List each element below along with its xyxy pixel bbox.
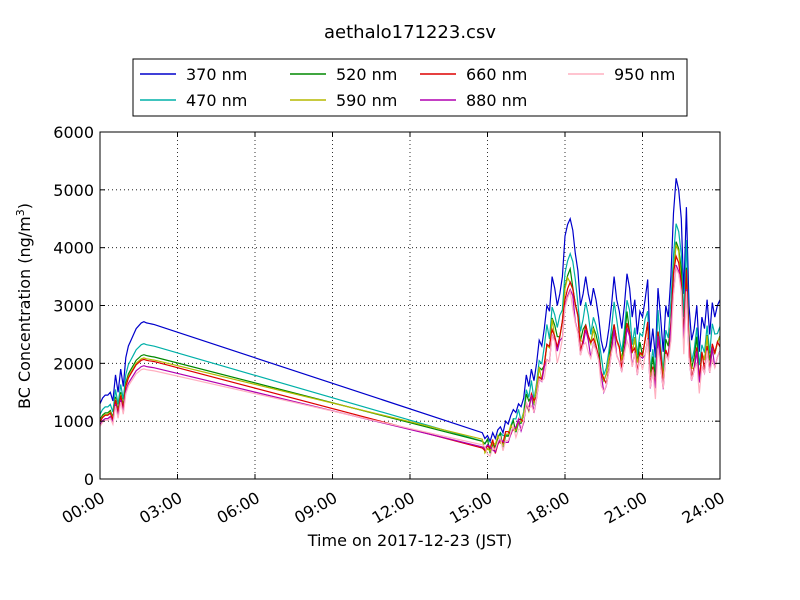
- series-lines: [99, 178, 721, 457]
- chart-title: aethalo171223.csv: [324, 22, 496, 43]
- y-tick-label: 1000: [53, 412, 94, 431]
- x-tick-label: 12:00: [369, 488, 418, 528]
- x-tick-label: 18:00: [524, 488, 573, 528]
- legend-label: 880 nm: [466, 91, 527, 110]
- y-axis-label-end: ): [15, 203, 34, 209]
- y-axis-label-sup: 3: [14, 209, 27, 216]
- series-line: [99, 223, 721, 449]
- legend: 370 nm 470 nm 520 nm 590 nm 660 nm 880 nm 950 …: [132, 58, 688, 117]
- x-tick-label: 15:00: [446, 488, 495, 528]
- series-line: [99, 265, 721, 457]
- grid: [100, 132, 720, 479]
- y-tick-labels: 0 1000 2000 3000 4000 5000 6000: [53, 123, 94, 489]
- legend-label: 590 nm: [336, 91, 397, 110]
- x-tick-label: 09:00: [291, 488, 340, 528]
- legend-label: 950 nm: [614, 65, 675, 84]
- y-axis-label: BC Concentration (ng/m3): [14, 203, 35, 409]
- ticks: [99, 131, 721, 480]
- series-line: [99, 253, 721, 454]
- y-tick-label: 4000: [53, 239, 94, 258]
- y-axis-label-main: BC Concentration (ng/m: [15, 216, 34, 409]
- series-line: [99, 178, 721, 444]
- y-tick-label: 6000: [53, 123, 94, 142]
- y-tick-label: 3000: [53, 297, 94, 316]
- legend-box: [132, 58, 688, 117]
- legend-label: 660 nm: [466, 65, 527, 84]
- x-axis-label: Time on 2017-12-23 (JST): [307, 531, 512, 550]
- x-tick-label: 06:00: [214, 488, 263, 528]
- legend-label: 470 nm: [186, 91, 247, 110]
- x-tick-labels: 00:00 03:00 06:00 09:00 12:00 15:00 18:00 21:00…: [59, 488, 728, 528]
- x-tick-label: 24:00: [679, 488, 728, 528]
- legend-label: 370 nm: [186, 65, 247, 84]
- x-tick-label: 21:00: [601, 488, 650, 528]
- legend-label: 520 nm: [336, 65, 397, 84]
- x-tick-label: 00:00: [59, 488, 108, 528]
- series-line: [99, 264, 721, 453]
- y-tick-label: 2000: [53, 354, 94, 373]
- x-tick-label: 03:00: [136, 488, 185, 528]
- y-tick-label: 0: [84, 470, 94, 489]
- y-tick-label: 5000: [53, 181, 94, 200]
